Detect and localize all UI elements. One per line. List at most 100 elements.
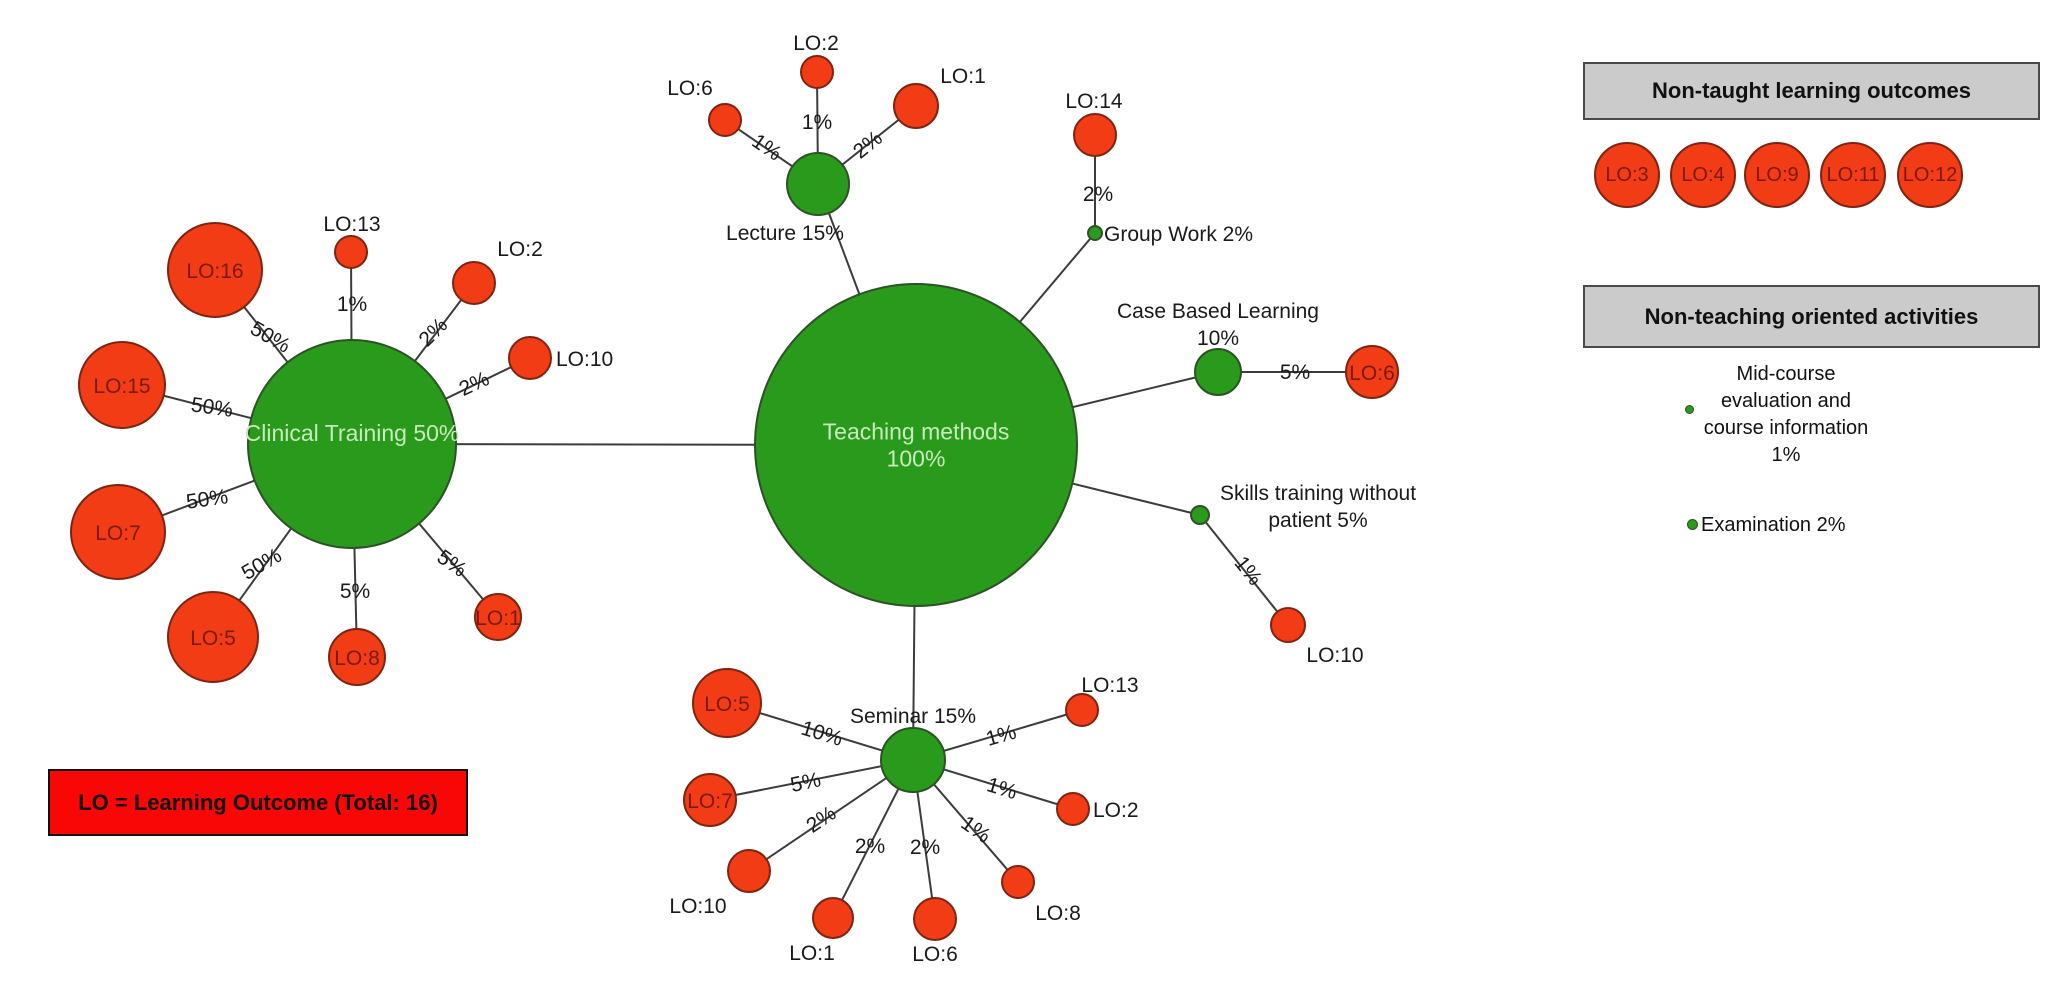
- hub-node-skills: [1190, 505, 1210, 525]
- lo-label-seminar-LO:7: LO:7: [687, 790, 733, 813]
- lo-node-clinical-LO:2: [452, 261, 496, 305]
- lo-node-seminar-LO:13: [1065, 693, 1099, 727]
- link-seminar-LO:7: [709, 759, 914, 801]
- lo-node-seminar-LO:7: [683, 773, 737, 827]
- pct-label-lecture-LO:2: 1%: [802, 111, 832, 134]
- non-taught-lo-circle: LO:3: [1594, 142, 1660, 208]
- hub-label-groupwork: Group Work 2%: [1104, 223, 1253, 246]
- lo-node-clinical-LO:10: [508, 336, 552, 380]
- hub-node-cbl: [1194, 348, 1242, 396]
- lo-label-clinical-LO:15: LO:15: [93, 375, 150, 398]
- non-taught-lo-circle: LO:12: [1897, 142, 1963, 208]
- lo-node-clinical-LO:13: [334, 235, 368, 269]
- lo-node-skills-LO:10: [1270, 607, 1306, 643]
- lo-label-skills-LO:10: LO:10: [1306, 644, 1363, 667]
- lo-node-seminar-LO:5: [692, 668, 762, 738]
- lo-label-seminar-LO:2: LO:2: [1093, 799, 1139, 822]
- non-taught-lo-circle: LO:4: [1670, 142, 1736, 208]
- lo-node-lecture-LO:2: [800, 55, 834, 89]
- pct-label-seminar-LO:7: 5%: [788, 768, 822, 797]
- hub-label-cbl: Case Based Learning: [1117, 300, 1319, 323]
- pct-label-clinical-LO:13: 1%: [337, 293, 367, 316]
- lo-label-seminar-LO:8: LO:8: [1035, 902, 1081, 925]
- pct-label-groupwork-LO:14: 2%: [1083, 183, 1113, 206]
- lo-node-cbl-LO:6: [1345, 345, 1399, 399]
- hub-node-clinical: [247, 339, 457, 549]
- hub-label-skills: Skills training without: [1220, 482, 1416, 505]
- pct-label-seminar-LO:5: 10%: [798, 717, 845, 751]
- lo-node-lecture-LO:6: [708, 103, 742, 137]
- lo-node-lecture-LO:1: [893, 83, 939, 129]
- lo-label-seminar-LO:5: LO:5: [704, 693, 750, 716]
- midcourse-dot: [1685, 405, 1694, 414]
- pct-label-clinical-LO:10: 2%: [456, 367, 493, 401]
- lo-label-seminar-LO:1: LO:1: [789, 942, 835, 965]
- non-taught-lo-circle: LO:9: [1744, 142, 1810, 208]
- midcourse-line: course information: [1703, 417, 1869, 439]
- lo-label-clinical-LO:5: LO:5: [190, 627, 236, 650]
- lo-node-clinical-LO:5: [167, 591, 259, 683]
- lo-label-seminar-LO:13: LO:13: [1081, 674, 1138, 697]
- lo-label-groupwork-LO:14: LO:14: [1065, 90, 1123, 113]
- pct-label-clinical-LO:8: 5%: [340, 580, 370, 603]
- lo-node-clinical-LO:16: [167, 222, 263, 318]
- lo-label-seminar-LO:6: LO:6: [912, 943, 958, 966]
- hub-label-lecture: Lecture 15%: [726, 222, 844, 245]
- lo-node-clinical-LO:15: [78, 341, 166, 429]
- pct-label-clinical-LO:16: 50%: [246, 317, 294, 358]
- hub-label-teaching: Teaching methods: [823, 419, 1010, 445]
- non-teaching-activities-header: Non-teaching oriented activities: [1583, 285, 2040, 348]
- pct-label-cbl-LO:6: 5%: [1280, 361, 1310, 384]
- midcourse-line: Mid-course: [1736, 363, 1836, 385]
- non-taught-outcomes-header: Non-taught learning outcomes: [1583, 62, 2040, 120]
- hub-node-lecture: [786, 152, 850, 216]
- hub-label-skills: patient 5%: [1268, 509, 1367, 532]
- lo-label-clinical-LO:1: LO:1: [475, 607, 521, 630]
- link-skills-LO:10: [1199, 514, 1289, 626]
- lo-label-lecture-LO:1: LO:1: [940, 65, 986, 88]
- lo-label-cbl-LO:6: LO:6: [1349, 362, 1395, 385]
- lo-label-clinical-LO:10: LO:10: [556, 348, 613, 371]
- hub-label-teaching: 100%: [887, 446, 946, 472]
- hub-label-clinical: Clinical Training 50%: [245, 420, 460, 446]
- hub-node-groupwork: [1087, 225, 1103, 241]
- lo-node-seminar-LO:2: [1056, 792, 1090, 826]
- midcourse-evaluation-label: Mid-course evaluation and course informa…: [1696, 361, 1876, 469]
- hub-node-seminar: [880, 727, 946, 793]
- lo-node-seminar-LO:1: [812, 897, 854, 939]
- lo-label-clinical-LO:2: LO:2: [497, 238, 543, 261]
- midcourse-line: 1%: [1771, 444, 1801, 466]
- link-seminar-LO:10: [748, 759, 914, 872]
- lo-label-clinical-LO:8: LO:8: [334, 647, 380, 670]
- lo-node-clinical-LO:7: [70, 484, 166, 580]
- pct-label-seminar-LO:6: 2%: [910, 836, 940, 859]
- lo-label-clinical-LO:7: LO:7: [95, 522, 141, 545]
- non-taught-lo-circle: LO:11: [1820, 142, 1886, 208]
- lo-label-seminar-LO:10: LO:10: [669, 895, 726, 918]
- pct-label-clinical-LO:7: 50%: [185, 485, 230, 514]
- hub-label-cbl: 10%: [1197, 327, 1239, 350]
- hub-label-seminar: Seminar 15%: [850, 705, 976, 728]
- lo-label-clinical-LO:13: LO:13: [323, 213, 380, 236]
- examination-label: Examination 2%: [1701, 514, 1846, 536]
- lo-label-lecture-LO:2: LO:2: [793, 32, 839, 55]
- pct-label-seminar-LO:2: 1%: [984, 773, 1020, 804]
- pct-label-clinical-LO:5: 50%: [238, 544, 286, 585]
- pct-label-seminar-LO:13: 1%: [983, 721, 1019, 751]
- pct-label-lecture-LO:1: 2%: [849, 126, 887, 163]
- lo-node-clinical-LO:1: [474, 593, 522, 641]
- lo-node-seminar-LO:6: [913, 897, 957, 941]
- pct-label-clinical-LO:1: 5%: [433, 546, 471, 582]
- examination-dot: [1687, 519, 1698, 530]
- lo-node-seminar-LO:8: [1001, 865, 1035, 899]
- lo-node-clinical-LO:8: [328, 628, 386, 686]
- lo-node-seminar-LO:10: [727, 849, 771, 893]
- pct-label-lecture-LO:6: 1%: [748, 130, 786, 166]
- lo-label-lecture-LO:6: LO:6: [667, 77, 713, 100]
- lo-legend-box: LO = Learning Outcome (Total: 16): [48, 769, 468, 836]
- hub-node-teaching: [754, 283, 1078, 607]
- lo-label-clinical-LO:16: LO:16: [186, 260, 243, 283]
- midcourse-line: evaluation and: [1720, 390, 1852, 412]
